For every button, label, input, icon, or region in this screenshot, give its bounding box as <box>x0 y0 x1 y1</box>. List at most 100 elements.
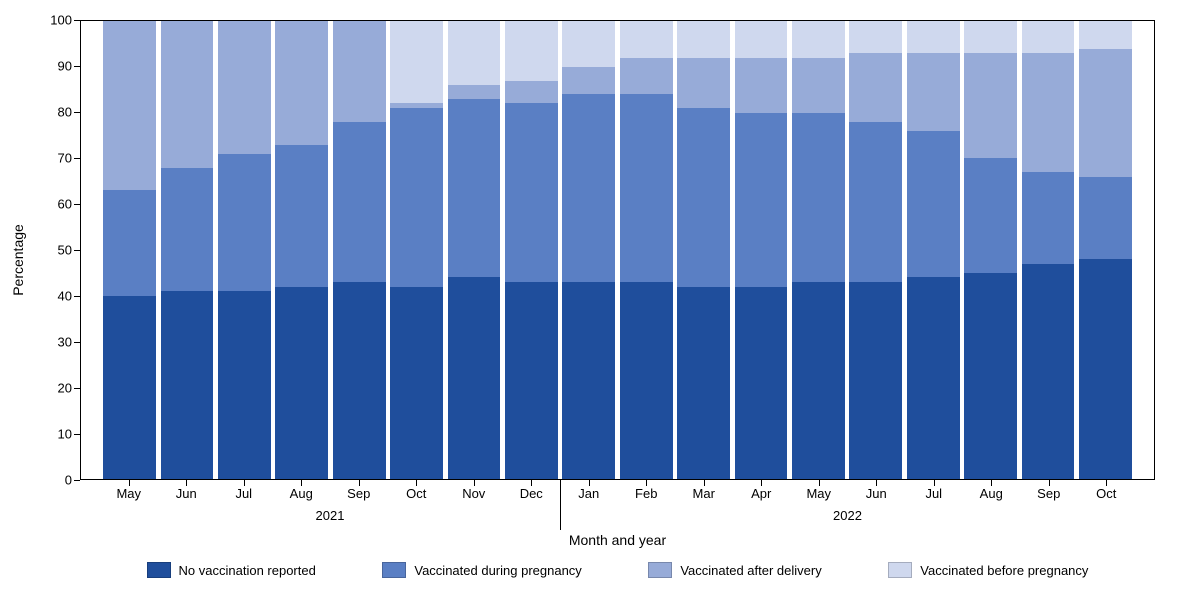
bar-stack <box>390 21 443 479</box>
bar-slot <box>904 21 961 479</box>
bar-segment-during <box>1022 172 1075 264</box>
bar-stack <box>849 21 902 479</box>
y-tick-label: 100 <box>50 13 72 28</box>
bar-slot <box>790 21 847 479</box>
plot-area <box>80 20 1155 480</box>
year-row: 2021 2022 <box>80 508 1155 528</box>
y-axis: Percentage 0102030405060708090100 <box>10 20 80 480</box>
bar-slot <box>273 21 330 479</box>
bar-slot <box>331 21 388 479</box>
bar-segment-during <box>505 103 558 282</box>
bar-segment-after <box>448 85 501 99</box>
bar-segment-after <box>907 53 960 131</box>
bar-segment-during <box>333 122 386 282</box>
bar-segment-after <box>1079 49 1132 177</box>
bar-stack <box>792 21 845 479</box>
bar-segment-no_vax <box>1022 264 1075 479</box>
bar-stack <box>677 21 730 479</box>
bar-slot <box>732 21 789 479</box>
bar-slot <box>962 21 1019 479</box>
legend-swatch <box>147 562 171 578</box>
bar-segment-during <box>390 108 443 287</box>
bar-segment-during <box>964 158 1017 273</box>
bar-segment-no_vax <box>275 287 328 479</box>
bar-segment-before <box>735 21 788 58</box>
bar-segment-after <box>1022 53 1075 172</box>
bar-segment-after <box>562 67 615 94</box>
y-axis-title: Percentage <box>10 224 26 296</box>
x-category-label: Jul <box>905 486 963 506</box>
bar-stack <box>333 21 386 479</box>
bar-stack <box>448 21 501 479</box>
bar-segment-no_vax <box>390 287 443 479</box>
bar-slot <box>618 21 675 479</box>
y-tick-label: 30 <box>58 335 72 350</box>
bar-segment-no_vax <box>218 291 271 479</box>
bar-segment-after <box>735 58 788 113</box>
legend-item: Vaccinated during pregnancy <box>382 562 581 578</box>
y-tick-label: 70 <box>58 151 72 166</box>
bar-slot <box>503 21 560 479</box>
bar-stack <box>218 21 271 479</box>
bar-segment-before <box>448 21 501 85</box>
bar-segment-during <box>562 94 615 282</box>
x-category-label: Oct <box>1078 486 1136 506</box>
year-label: 2021 <box>316 508 345 523</box>
bar-segment-no_vax <box>103 296 156 479</box>
y-tick-label: 90 <box>58 59 72 74</box>
bar-segment-no_vax <box>677 287 730 479</box>
bar-segment-before <box>849 21 902 53</box>
bar-segment-after <box>620 58 673 95</box>
x-category-label: Mar <box>675 486 733 506</box>
legend-label: No vaccination reported <box>179 563 316 578</box>
bar-segment-during <box>677 108 730 287</box>
y-tick-label: 0 <box>65 473 72 488</box>
bar-segment-after <box>964 53 1017 158</box>
bar-slot <box>445 21 502 479</box>
year-label: 2022 <box>833 508 862 523</box>
x-category-label: Jul <box>215 486 273 506</box>
x-category-label: Feb <box>618 486 676 506</box>
bar-stack <box>103 21 156 479</box>
y-tick-label: 40 <box>58 289 72 304</box>
x-category-label: Jun <box>848 486 906 506</box>
y-tick-label: 60 <box>58 197 72 212</box>
bar-stack <box>275 21 328 479</box>
bar-segment-no_vax <box>505 282 558 479</box>
x-category-label: Jun <box>158 486 216 506</box>
vaccination-stacked-bar-chart: Percentage 0102030405060708090100 MayJun… <box>10 10 1175 598</box>
x-axis-title: Month and year <box>80 532 1155 548</box>
x-category-label: May <box>100 486 158 506</box>
year-divider <box>560 480 561 530</box>
legend: No vaccination reported Vaccinated during… <box>80 562 1155 578</box>
bar-segment-before <box>620 21 673 58</box>
bar-segment-no_vax <box>907 277 960 479</box>
x-category-label: Oct <box>388 486 446 506</box>
legend-swatch <box>382 562 406 578</box>
bar-segment-no_vax <box>792 282 845 479</box>
bar-segment-no_vax <box>849 282 902 479</box>
bar-slot <box>1077 21 1134 479</box>
bar-slot <box>560 21 617 479</box>
y-tick-label: 10 <box>58 427 72 442</box>
legend-item: No vaccination reported <box>147 562 316 578</box>
bar-segment-during <box>1079 177 1132 259</box>
bar-segment-during <box>620 94 673 282</box>
bar-segment-after <box>161 21 214 168</box>
bar-slot <box>675 21 732 479</box>
x-category-label: Sep <box>1020 486 1078 506</box>
bar-segment-no_vax <box>448 277 501 479</box>
bar-slot <box>101 21 158 479</box>
bar-stack <box>505 21 558 479</box>
bar-segment-during <box>103 190 156 295</box>
bar-stack <box>620 21 673 479</box>
bar-segment-before <box>1079 21 1132 48</box>
bar-segment-no_vax <box>620 282 673 479</box>
bar-slot <box>847 21 904 479</box>
bar-slot <box>158 21 215 479</box>
legend-item: Vaccinated after delivery <box>648 562 821 578</box>
bar-stack <box>964 21 1017 479</box>
bar-segment-before <box>505 21 558 81</box>
bar-segment-no_vax <box>964 273 1017 479</box>
bar-segment-before <box>792 21 845 58</box>
